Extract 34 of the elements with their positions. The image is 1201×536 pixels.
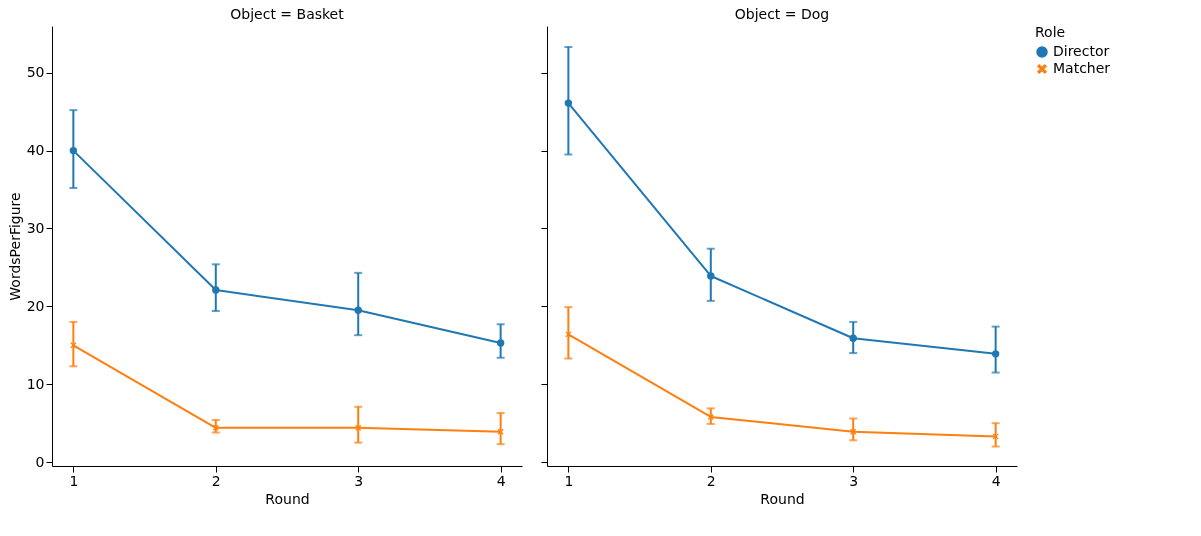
legend-label: Director: [1053, 43, 1110, 59]
y-tick-label: 40: [26, 142, 45, 159]
y-tick-label: 20: [26, 297, 45, 314]
x-axis-title: Round: [760, 490, 805, 507]
y-tick-label: 10: [26, 375, 45, 392]
x-tick-label: 2: [211, 472, 221, 489]
point: [70, 342, 77, 349]
x-tick-label: 1: [564, 472, 574, 489]
point: [707, 272, 715, 280]
point: [564, 99, 573, 107]
point: [850, 428, 857, 435]
point: [354, 306, 362, 314]
x-tick-label: 3: [354, 472, 364, 489]
chart-title: Object = Dog: [734, 6, 830, 22]
point: [707, 413, 714, 420]
x-axis-title: Round: [265, 490, 310, 507]
legend-label: Matcher: [1053, 60, 1111, 76]
y-tick-label: 30: [26, 219, 45, 236]
y-tick-label: 50: [26, 64, 45, 81]
x-tick-label: 3: [849, 472, 859, 489]
x-tick-label: 4: [991, 472, 1001, 489]
point: [212, 286, 220, 294]
point: [496, 339, 505, 347]
y-tick-label: 0: [35, 453, 45, 470]
x-tick-label: 1: [69, 472, 79, 489]
legend-title: Role: [1035, 24, 1066, 40]
x-tick-label: 2: [706, 472, 716, 489]
y-axis-title: WordsPerFigure: [6, 192, 23, 301]
point: [497, 428, 504, 435]
point: [69, 146, 78, 155]
x-tick-label: 4: [496, 472, 506, 489]
chart-title: Object = Basket: [230, 6, 345, 22]
point: [849, 334, 857, 342]
point: [991, 350, 1000, 358]
